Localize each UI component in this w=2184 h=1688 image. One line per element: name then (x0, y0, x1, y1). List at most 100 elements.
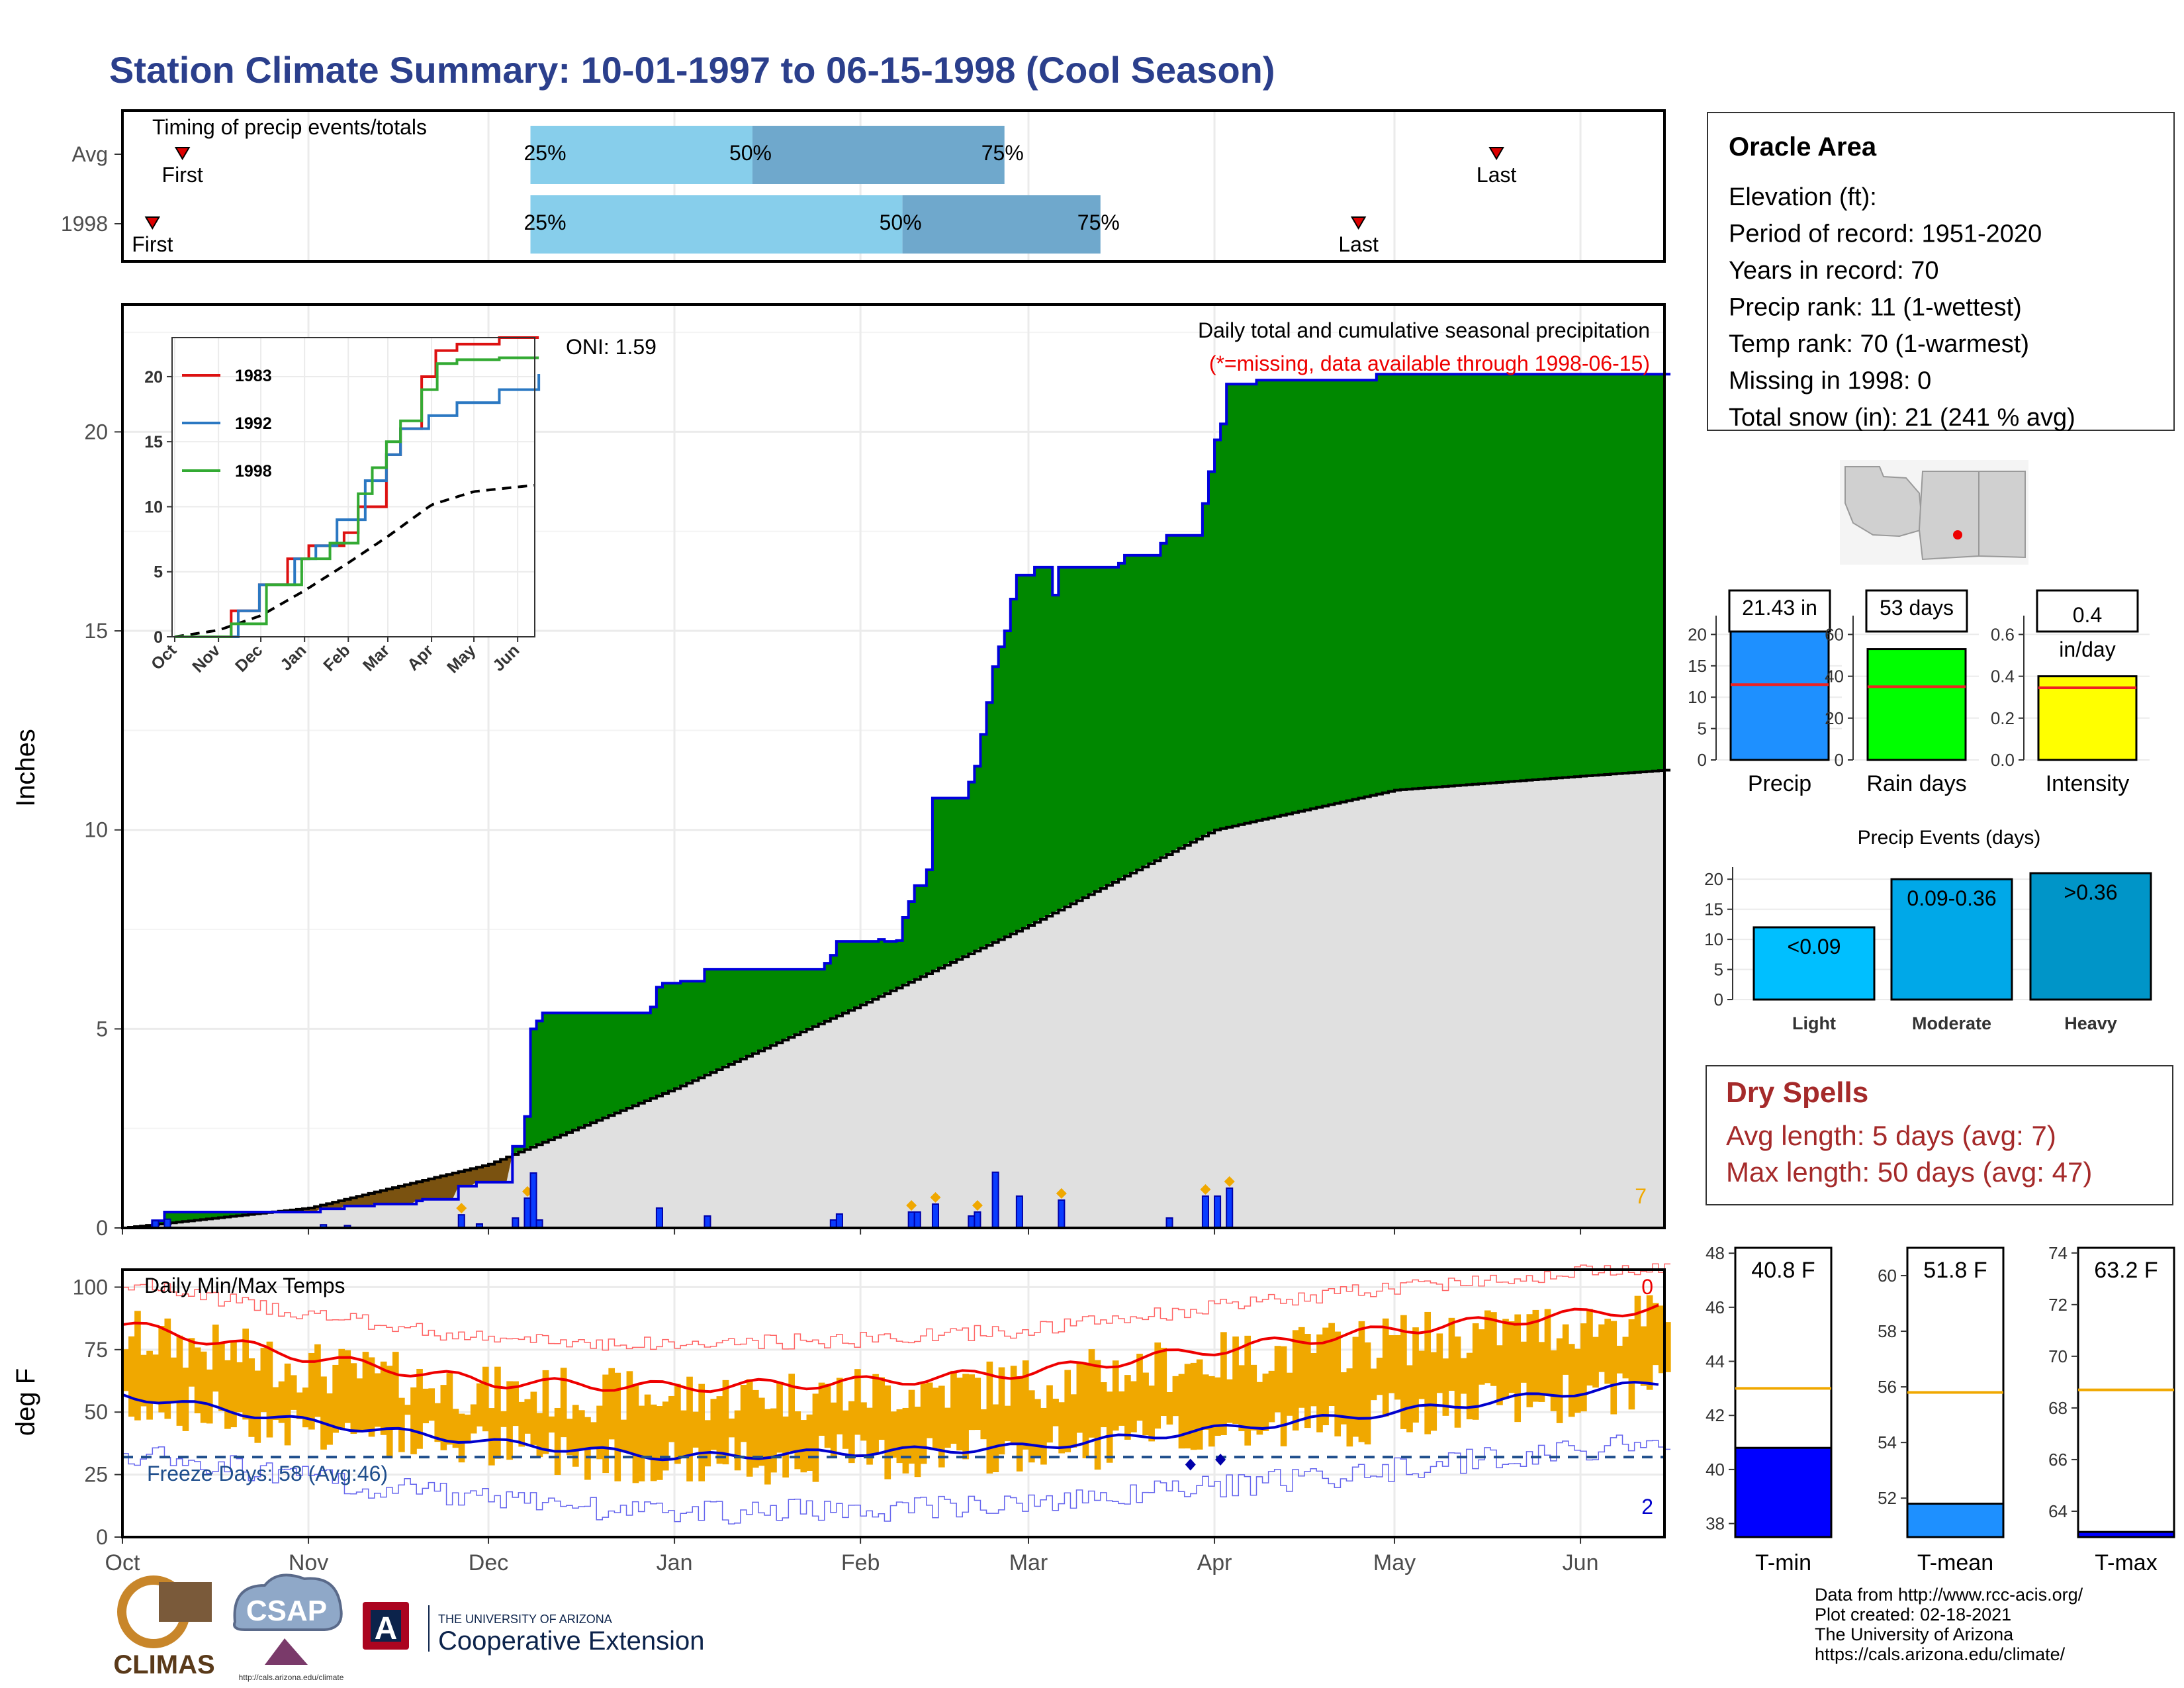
temp-summary-bar-t-max (2077, 1530, 2175, 1538)
daily-temp-range-bar (1340, 1372, 1347, 1425)
daily-temp-range-bar (1328, 1323, 1335, 1406)
surplus-fill (1214, 440, 1221, 830)
daily-temp-range-bar (740, 1385, 747, 1442)
snow-marker (972, 1199, 983, 1211)
last-marker (1350, 216, 1367, 230)
month-label: May (1373, 1550, 1416, 1575)
daily-temp-range-bar (1064, 1370, 1071, 1452)
summary-ytick-label: 60 (1825, 624, 1844, 644)
daily-temp-range-bar (1070, 1394, 1077, 1448)
surplus-fill (1484, 374, 1491, 784)
daily-temp-range-bar (1622, 1336, 1629, 1379)
surplus-fill (1274, 380, 1281, 817)
precip-ytick-label: 20 (84, 420, 108, 444)
surplus-fill (1094, 567, 1101, 892)
temp-summary-ytick-label: 56 (1878, 1377, 1897, 1397)
timing-panel: 25% 50% 75% First Last Avg 25% 50% 75% First Last 1… (61, 109, 1666, 263)
last-label: Last (1338, 232, 1379, 256)
daily-temp-range-bar (1196, 1359, 1203, 1450)
daily-temp-range-bar (1046, 1385, 1053, 1443)
surplus-fill (884, 941, 891, 994)
missing-note: (*=missing, data available through 1998-… (1209, 352, 1650, 375)
temp-summary-value: 63.2 F (2094, 1258, 2158, 1283)
daily-temp-range-bar (1466, 1352, 1473, 1420)
daily-temp-range-bar (386, 1366, 393, 1458)
surplus-fill (866, 941, 873, 1002)
surplus-fill (1220, 424, 1227, 829)
temp-summary-ytick-label: 74 (2048, 1243, 2068, 1263)
deficit-fill (464, 1170, 471, 1186)
daily-temp-range-bar (1028, 1390, 1035, 1463)
deficit-fill (308, 1207, 315, 1212)
credit-line: https://cals.arizona.edu/climate/ (1815, 1644, 2066, 1664)
temp-summary-ytick-label: 46 (1706, 1297, 1725, 1317)
daily-temp-range-bar (668, 1395, 675, 1442)
observed-cumulative-line (122, 373, 1671, 1229)
deficit-fill (458, 1171, 465, 1186)
daily-temp-range-bar (980, 1409, 987, 1440)
daily-temp-range-bar (596, 1405, 603, 1460)
surplus-fill (1226, 384, 1233, 827)
surplus-fill (1304, 380, 1311, 810)
daily-temp-range-bar (500, 1411, 507, 1427)
surplus-fill (944, 798, 951, 966)
deficit-fill (386, 1189, 393, 1204)
surplus-fill (782, 969, 789, 1041)
surplus-fill (566, 1013, 573, 1133)
daily-temp-range-bar (1586, 1309, 1593, 1386)
daily-temp-range-bar (788, 1374, 796, 1452)
surplus-fill (938, 798, 945, 968)
daily-temp-range-bar (1190, 1362, 1197, 1450)
daily-temp-range-bar (140, 1354, 147, 1407)
surplus-fill (740, 969, 747, 1059)
deficit-fill (410, 1183, 417, 1204)
summary-bar-rain-days (1866, 648, 1967, 761)
inset-xtick-label: Apr (404, 641, 437, 674)
daily-temp-range-bar (578, 1410, 585, 1450)
temp-summary-value: 51.8 F (1923, 1258, 1987, 1283)
daily-temp-range-bar (1346, 1368, 1353, 1447)
surplus-fill (1466, 374, 1473, 785)
surplus-fill (1478, 374, 1485, 784)
daily-temp-range-bar (1634, 1295, 1641, 1383)
surplus-fill (788, 969, 796, 1038)
daily-temp-range-bar (872, 1374, 879, 1454)
surplus-fill (902, 917, 909, 986)
deficit-fill (428, 1178, 435, 1199)
surplus-fill (1142, 555, 1149, 867)
snow-marker (1224, 1176, 1235, 1187)
surplus-fill (1634, 374, 1641, 773)
temp-ytick-label: 0 (96, 1525, 108, 1549)
daily-temp-range-bar (1292, 1330, 1299, 1431)
surplus-fill (764, 969, 771, 1049)
deficit-fill (440, 1176, 447, 1199)
events-bar-label: Heavy (2064, 1013, 2117, 1033)
surplus-fill (1460, 374, 1467, 786)
daily-temp-range-bar (836, 1378, 843, 1434)
surplus-fill (1040, 567, 1047, 919)
daily-temp-range-bar (1652, 1303, 1659, 1366)
daily-temp-range-bar (338, 1348, 345, 1429)
daily-temp-range-bar (1364, 1342, 1371, 1445)
timing-pct-label: 25% (523, 141, 566, 165)
daily-temp-range-bar (134, 1311, 141, 1421)
daily-temp-range-bar (1436, 1333, 1443, 1393)
daily-temp-range-bar (776, 1382, 783, 1453)
daily-temp-range-bar (1214, 1377, 1221, 1436)
surplus-fill (1298, 380, 1305, 812)
daily-temp-range-bar (446, 1373, 453, 1445)
precip-title: Daily total and cumulative seasonal prec… (1198, 318, 1650, 342)
surplus-fill (1580, 374, 1587, 776)
surplus-fill (1070, 567, 1077, 904)
daily-temp-range-bar (158, 1326, 165, 1413)
surplus-fill (1424, 374, 1432, 788)
surplus-fill (1406, 374, 1413, 790)
record-marker (1215, 1453, 1226, 1466)
daily-precip-bar (1015, 1195, 1023, 1229)
surplus-fill (212, 1211, 219, 1219)
inset-average-line (174, 484, 535, 638)
station-info-line: Temp rank: 70 (1-warmest) (1729, 330, 2029, 358)
daily-precip-bar (512, 1217, 520, 1229)
daily-temp-range-bar (902, 1407, 909, 1474)
daily-temp-range-bar (662, 1401, 669, 1471)
